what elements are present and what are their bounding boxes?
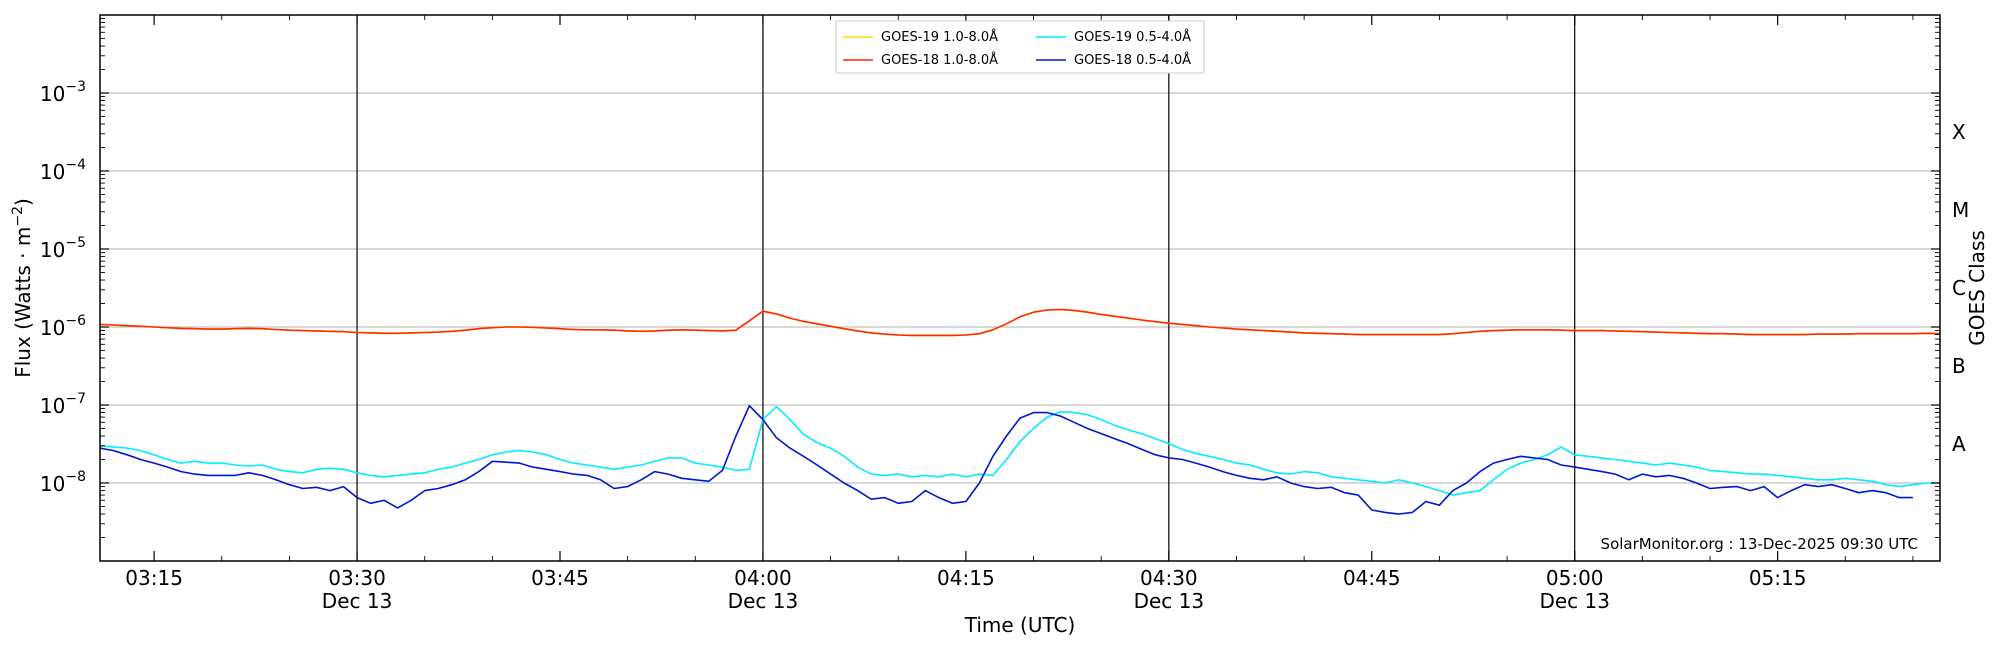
y-tick-label: 10−6 — [40, 313, 86, 340]
y-tick-label: 10−4 — [40, 157, 86, 184]
y-tick-label-base: 10 — [40, 394, 65, 418]
series-line-2 — [99, 405, 1940, 496]
y-tick-label-exponent: −7 — [65, 391, 86, 407]
x-tick-label: 04:15 — [937, 566, 995, 590]
x-tick-label: 04:30 — [1140, 566, 1198, 590]
x-tick-label: 03:45 — [531, 566, 589, 590]
legend-box — [835, 20, 1205, 74]
x-tick-sublabel: Dec 13 — [1539, 589, 1610, 613]
x-tick-label: 05:00 — [1546, 566, 1604, 590]
y-axis-label: Flux (Watts · m−2) — [10, 198, 35, 378]
x-tick-sublabel: Dec 13 — [728, 589, 799, 613]
goes-class-label: M — [1952, 198, 1969, 222]
y-tick-label-base: 10 — [40, 316, 65, 340]
y-tick-label-base: 10 — [40, 472, 65, 496]
goes-class-label: C — [1952, 276, 1966, 300]
y-tick-label: 10−7 — [40, 391, 86, 418]
series-line-0 — [99, 308, 1941, 337]
y-tick-label-base: 10 — [40, 238, 65, 262]
y-tick-label: 10−5 — [40, 235, 86, 262]
y-tick-label-base: 10 — [40, 82, 65, 106]
legend-label-goes18-long: GOES-18 1.0-8.0Å — [881, 52, 998, 68]
x-tick-label: 04:45 — [1343, 566, 1401, 590]
goes-class-labels: X M C B A — [1952, 120, 1969, 456]
horizontal-gridlines — [100, 92, 1940, 484]
flux-series — [99, 308, 1941, 515]
goes-class-label: X — [1952, 120, 1966, 144]
y-tick-label-exponent: −4 — [65, 157, 86, 173]
x-tick-label: 03:15 — [125, 566, 183, 590]
x-axis-label: Time (UTC) — [964, 613, 1076, 637]
y-tick-label: 10−3 — [40, 79, 86, 106]
credit-annotation: SolarMonitor.org : 13-Dec-2025 09:30 UTC — [1601, 535, 1918, 553]
x-tick-label: 05:15 — [1749, 566, 1807, 590]
y-tick-label-exponent: −8 — [65, 469, 86, 485]
right-axis-label: GOES Class — [1965, 230, 1989, 346]
day-vertical-lines — [356, 15, 1576, 561]
series-line-3 — [99, 404, 1913, 515]
x-tick-sublabel: Dec 13 — [1134, 589, 1205, 613]
y-tick-label-base: 10 — [40, 160, 65, 184]
y-axis-ticks: 10−310−410−510−610−710−8 — [40, 18, 1940, 538]
legend-label-goes19-short: GOES-19 0.5-4.0Å — [1074, 29, 1191, 45]
goes-class-label: A — [1952, 432, 1966, 456]
y-tick-label-exponent: −5 — [65, 235, 86, 251]
goes-class-label: B — [1952, 354, 1966, 378]
y-tick-label-exponent: −6 — [65, 313, 86, 329]
legend: GOES-19 1.0-8.0Å GOES-18 1.0-8.0Å GOES-1… — [835, 20, 1205, 74]
legend-label-goes19-long: GOES-19 1.0-8.0Å — [881, 29, 998, 45]
y-tick-label-exponent: −3 — [65, 79, 86, 95]
plot-frame — [99, 14, 1941, 562]
y-tick-label: 10−8 — [40, 469, 86, 496]
x-tick-label: 03:30 — [328, 566, 386, 590]
legend-label-goes18-short: GOES-18 0.5-4.0Å — [1074, 52, 1191, 68]
x-tick-sublabel: Dec 13 — [322, 589, 393, 613]
series-line-1 — [99, 308, 1941, 337]
x-tick-label: 04:00 — [734, 566, 792, 590]
